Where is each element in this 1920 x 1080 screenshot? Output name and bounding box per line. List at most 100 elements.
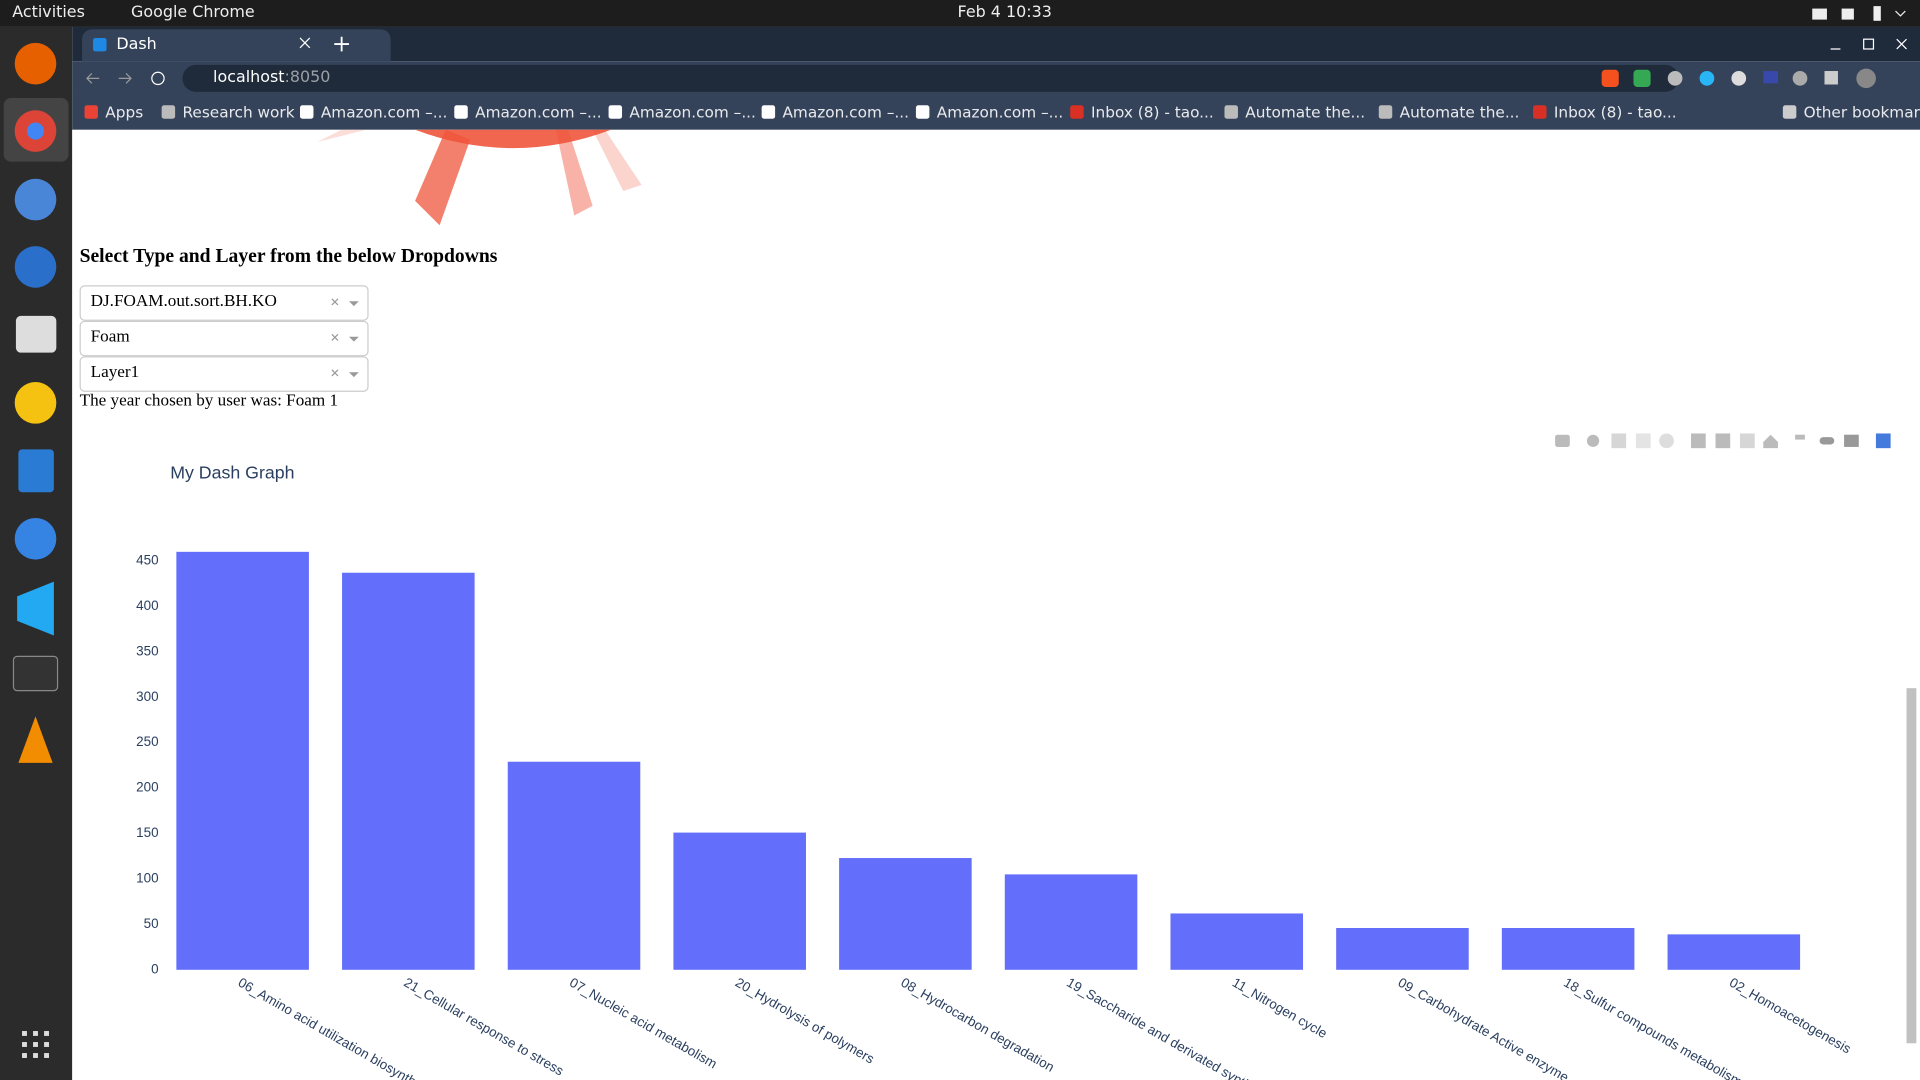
bar — [342, 572, 475, 970]
bookmark[interactable]: Amazon.com –... — [608, 102, 756, 122]
bar — [1667, 934, 1801, 970]
dropdown-controls — [331, 298, 359, 378]
app-menu[interactable]: Google Chrome — [131, 3, 255, 23]
clock[interactable]: Feb 4 10:33 — [957, 3, 1052, 23]
reload[interactable] — [151, 71, 165, 86]
chart-title: My Dash Graph — [170, 463, 294, 483]
bookmark-label: Inbox (8) - tao... — [1091, 102, 1214, 122]
help-icon[interactable] — [14, 517, 57, 560]
bookmark[interactable]: Amazon.com –... — [300, 103, 447, 121]
y-tick-label: 200 — [136, 780, 158, 795]
y-tick-label: 0 — [151, 961, 158, 976]
bar — [1501, 928, 1635, 970]
bookmark-icon — [1224, 105, 1238, 119]
dock-icons — [3, 42, 69, 1058]
modebar — [1555, 433, 1891, 449]
bookmark[interactable]: Inbox (8) - tao... — [1533, 103, 1677, 121]
bookmark-icon — [454, 105, 468, 119]
x-tick-label: 21_Cellular response to stress — [401, 975, 566, 1079]
layer-dropdown[interactable]: Layer1 — [79, 356, 369, 392]
maximize[interactable] — [1863, 38, 1875, 50]
address-bar[interactable]: localhost:8050 — [182, 64, 1679, 92]
bookmark-icon — [1378, 105, 1393, 119]
y-tick-label: 350 — [136, 643, 158, 658]
vscode-icon[interactable] — [17, 581, 54, 636]
new-tab[interactable] — [334, 36, 349, 52]
bookmark-label: Automate the... — [1245, 102, 1366, 122]
bookmark-label: Amazon.com –... — [782, 102, 909, 122]
bookmark[interactable]: Apps — [84, 103, 143, 121]
bookmark[interactable]: Amazon.com –... — [454, 103, 602, 121]
y-tick-label: 150 — [136, 825, 158, 840]
type-dropdown[interactable]: DJ.FOAM.out.sort.BH.KO — [79, 285, 369, 321]
bookmark-label: Amazon.com –... — [936, 102, 1064, 122]
bookmark-icon — [84, 105, 98, 119]
files-icon[interactable] — [15, 315, 57, 353]
firefox-icon[interactable] — [14, 42, 57, 85]
bookmark[interactable]: Automate the... — [1378, 102, 1520, 122]
thunderbird-icon[interactable] — [14, 246, 57, 288]
bookmark-icon — [608, 105, 623, 119]
extensions — [1601, 68, 1876, 89]
x-tick-label: 08_Hydrocarbon degradation — [898, 975, 1056, 1075]
bookmark[interactable]: Amazon.com –... — [915, 102, 1064, 122]
bar — [1170, 913, 1304, 970]
other-bookmarks[interactable]: Other bookmarks — [1782, 103, 1920, 121]
bookmark-label: Research work — [182, 102, 295, 122]
bar — [507, 761, 641, 970]
bookmark[interactable]: Inbox (8) - tao... — [1070, 103, 1214, 121]
bookmark[interactable]: Automate the... — [1224, 103, 1365, 121]
bookmark-icon — [1070, 105, 1084, 119]
rhythmbox-icon[interactable] — [14, 382, 57, 424]
status-icons[interactable] — [1810, 5, 1908, 22]
bar — [176, 551, 309, 970]
writer-icon[interactable] — [18, 449, 54, 493]
top-bar: Activities Google Chrome Feb 4 10:33 — [0, 0, 1920, 27]
y-tick-label: 100 — [136, 870, 158, 885]
x-tick-label: 11_Nitrogen cycle — [1230, 975, 1330, 1041]
y-tick-label: 50 — [144, 916, 159, 931]
nav-buttons — [86, 71, 165, 86]
chromium-icon[interactable] — [14, 178, 57, 221]
close-window[interactable] — [1896, 38, 1907, 50]
bookmark-icon — [1533, 105, 1547, 119]
bookmark-label: Inbox (8) - tao... — [1553, 102, 1677, 122]
y-tick-label: 400 — [136, 598, 158, 613]
dropdown-value: DJ.FOAM.out.sort.BH.KO — [90, 292, 277, 312]
terminal-icon[interactable] — [12, 655, 59, 692]
folder-icon — [1782, 105, 1797, 119]
toolbar: localhost:8050 — [72, 61, 1920, 96]
bookmark-label: Automate the... — [1399, 102, 1520, 122]
tab-close[interactable] — [299, 37, 311, 49]
bookmark-label: Apps — [105, 102, 144, 122]
bar — [839, 858, 972, 970]
bookmarks-bar: Apps Research work Amazon.com –... Amazon.c… — [72, 95, 1920, 130]
vlc-icon[interactable] — [18, 716, 53, 763]
output-text: The year chosen by user was: Foam 1 — [79, 391, 339, 411]
bookmark-icon — [761, 105, 776, 119]
apps-grid[interactable] — [22, 1031, 49, 1058]
back[interactable] — [86, 73, 100, 84]
favicon — [93, 37, 107, 52]
bar — [1336, 928, 1469, 970]
x-tick-label: 18_Sulfur compounds metabolism — [1561, 975, 1745, 1080]
bar — [1004, 874, 1138, 970]
species-dropdown[interactable]: Foam — [79, 320, 369, 357]
bookmark-label: Amazon.com –... — [629, 102, 756, 122]
x-tick-label: 20_Hydrolysis of polymers — [733, 975, 877, 1067]
y-tick-label: 300 — [136, 689, 158, 704]
scrollbar[interactable] — [1906, 688, 1917, 1044]
tab[interactable]: Dash — [82, 29, 391, 62]
bookmark-icon — [915, 105, 930, 119]
bookmark[interactable]: Amazon.com –... — [761, 102, 909, 122]
forward[interactable] — [118, 73, 132, 84]
x-tick-label: 02_Homoacetogenesis — [1727, 975, 1854, 1057]
bookmark-icon — [161, 105, 176, 119]
activities[interactable]: Activities — [12, 3, 85, 23]
bookmark[interactable]: Research work — [161, 102, 295, 122]
bookmark-icon — [300, 105, 314, 119]
y-tick-label: 450 — [136, 552, 158, 567]
